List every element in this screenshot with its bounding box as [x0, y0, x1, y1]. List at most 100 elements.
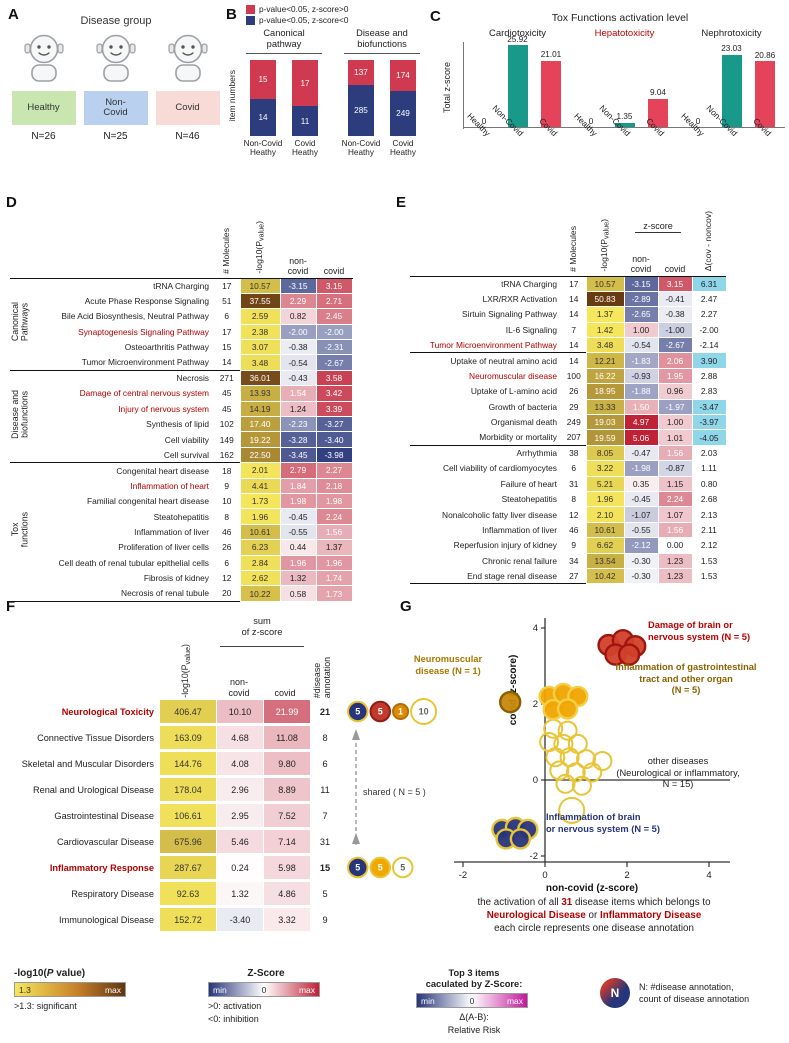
group-sample-size: N=46 [175, 131, 200, 142]
disease-annotation-point [545, 747, 566, 768]
disease-annotation-point [557, 720, 578, 741]
category-name: Respiratory Disease [71, 888, 154, 899]
negative-count-segment: 14 [250, 99, 276, 136]
col-header-covid: covid [274, 688, 296, 698]
panel-b-y-axis-label: item numbers [227, 70, 237, 122]
positive-count-segment: 17 [292, 60, 318, 107]
panel-f-disease-categories: F -log10(Pvalue) sum of z-score non- cov… [6, 598, 438, 960]
row-name: Tumor Microenvironment Pathway [429, 340, 557, 350]
sum-zscore-cell: 4.08 [217, 752, 263, 775]
zscore-cell: 0.00 [657, 537, 693, 554]
logp-cell: 10.57 [239, 277, 281, 294]
zscore-cell: 2.45 [315, 308, 353, 325]
zscore-cell: -0.47 [623, 444, 659, 462]
legend-top3-note-1: Δ(A-B): [459, 1012, 489, 1023]
zscore-cell: 0.44 [279, 539, 317, 556]
row-name: Acute Phase Response Signaling [84, 296, 209, 307]
heatmap-row: Necrosis of renal tubule 20 10.22 0.58 1.73 [10, 585, 353, 602]
tox-bar-subplot: Nephrotoxicity 0 23.03 20.86 Healthy Non-Covi… [678, 28, 785, 183]
row-group-label: Tox functions [10, 462, 32, 602]
zscore-cell: 3.15 [657, 275, 693, 292]
row-name: Morbidity or mortality [479, 432, 557, 443]
circle-count-label: 5 [378, 863, 383, 873]
sum-zscore-cell: 1.32 [217, 882, 263, 905]
panel-e-heatmap: E # Molecules -log10(Pvalue) z-score Δ(c… [396, 190, 788, 592]
stacked-bar: 137 285 [348, 60, 374, 136]
y-tick-label: 4 [533, 623, 538, 634]
category-name: Inflammatory Response [49, 862, 154, 873]
panel-d-heatmap: D # Molecules -log10(Pvalue) non- covid … [6, 190, 392, 602]
person-icon [167, 34, 208, 82]
stacked-bar-chart: Disease and biofunctions 137 285 174 249 Non-… [338, 28, 426, 158]
zscore-cell: 1.54 [279, 385, 317, 402]
stacked-bar: 174 249 [390, 60, 416, 136]
logp-cell: 163.09 [160, 726, 216, 749]
category-name: Neurological Toxicity [61, 706, 154, 717]
delta-cell: -2.00 [691, 321, 727, 339]
annotation-count: 8 [322, 732, 328, 743]
row-group-label: Disease and biofunctions [10, 369, 32, 463]
heatmap-row: Steatohepatitis 8 1.96 -0.45 2.24 2.68 [410, 490, 727, 508]
annotation-count: 7 [322, 810, 328, 821]
arrowhead-up-icon [352, 729, 360, 740]
zscore-cell: 1.56 [657, 444, 693, 462]
negative-count-segment: 11 [292, 106, 318, 136]
disease-category-row: Cardiovascular Disease 675.96 5.46 7.14 31 [10, 830, 422, 853]
x-tick-label: -2 [459, 870, 467, 881]
molecule-count: 17 [222, 326, 232, 337]
logp-cell: 3.48 [239, 354, 281, 371]
molecule-count: 9 [571, 540, 577, 551]
zscore-cell: 1.01 [657, 429, 693, 446]
circle-count-label: 10 [419, 707, 429, 717]
row-name: Osteoarthritis Pathway [124, 342, 209, 353]
row-name: Injury of nervous system [118, 403, 209, 414]
group-box: Covid [155, 91, 220, 125]
zscore-cell: 1.23 [657, 552, 693, 569]
disease-annotation-point [509, 828, 532, 850]
bar-value-label: 23.03 [721, 43, 742, 53]
row-group-label: Canonical Pathways [10, 277, 32, 371]
bar [721, 54, 742, 127]
subplot-title: Hepatotoxicity [594, 28, 655, 39]
delta-cell: 2.27 [691, 306, 727, 323]
bar-value-label: 9.04 [650, 88, 666, 98]
category-name: Skeletal and Muscular Disorders [21, 758, 154, 769]
caption-line-3: each circle represents one disease annot… [494, 923, 694, 935]
zscore-cell: 1.23 [657, 567, 693, 585]
zscore-cell: -1.98 [623, 460, 659, 477]
heatmap-row: Cell survival 162 22.50 -3.45 -3.98 [10, 446, 353, 464]
logp-cell: 19.22 [239, 431, 281, 448]
delta-cell: 2.47 [691, 290, 727, 308]
zscore-cell: -0.43 [279, 369, 317, 387]
person-robot-icon [22, 32, 66, 89]
molecule-count: 46 [222, 526, 232, 537]
logp-cell: 36.01 [239, 369, 281, 387]
stacked-bar: 15 14 [250, 60, 276, 136]
zscore-cell: -2.67 [657, 337, 693, 354]
delta-cell: 6.31 [691, 275, 727, 292]
heatmap-row: Injury of nervous system 45 14.19 1.24 3.39 [10, 400, 353, 418]
pvalue-gradient-bar: 1.3 max [14, 982, 126, 997]
zscore-cell: -3.15 [623, 275, 659, 292]
molecule-count: 14 [569, 309, 579, 320]
panel-f-header: -log10(Pvalue) sum of z-score non- covid… [10, 604, 422, 700]
heatmap-row: tRNA Charging 17 10.57 -3.15 3.15 6.31 [410, 275, 727, 292]
zscore-cell: 2.29 [279, 292, 317, 310]
delta-cell: 1.11 [691, 460, 727, 477]
heatmap-row: Inflammation of liver 46 10.61 -0.55 1.56 [10, 523, 353, 541]
zscore-cell: 1.00 [623, 321, 659, 339]
sum-zscore-cell: 7.14 [264, 830, 310, 853]
col-header-logp: -log10(Pvalue) [598, 219, 611, 272]
row-name: Steatohepatitis [501, 494, 557, 505]
legend-relative-risk: Top 3 items caculated by Z-Score: min 0 m… [416, 968, 576, 1037]
zscore-cell: 1.95 [657, 367, 693, 385]
logp-cell: 22.50 [239, 446, 281, 464]
disease-annotation-point [582, 762, 603, 783]
zscore-cell: 1.56 [315, 523, 353, 541]
disease-annotation-point [556, 698, 579, 720]
logp-cell: 19.03 [585, 414, 625, 431]
delta-cell: 3.90 [691, 352, 727, 369]
molecule-count: 8 [571, 494, 577, 505]
zscore-cell: -1.88 [623, 383, 659, 400]
zscore-cell: -1.07 [623, 506, 659, 523]
